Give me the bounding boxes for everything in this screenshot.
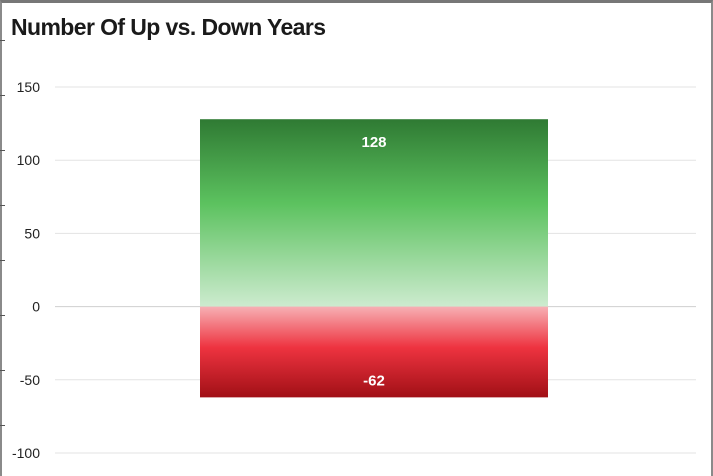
y-tick-label-50: 50 — [24, 225, 40, 241]
down-years-bar — [200, 306, 548, 398]
y-tick-label-100: 100 — [17, 152, 41, 168]
y-tick-label--100: -100 — [12, 445, 40, 461]
up-years-bar-label: 128 — [361, 134, 386, 151]
y-tick-label-0: 0 — [32, 299, 40, 315]
chart-title: Number Of Up vs. Down Years — [11, 14, 326, 40]
y-tick-label--50: -50 — [20, 372, 40, 388]
y-tick-label-150: 150 — [17, 79, 41, 95]
down-years-bar-label: -62 — [363, 372, 385, 389]
up-years-bar — [200, 119, 548, 307]
left-edge-ticks — [0, 0, 5, 476]
